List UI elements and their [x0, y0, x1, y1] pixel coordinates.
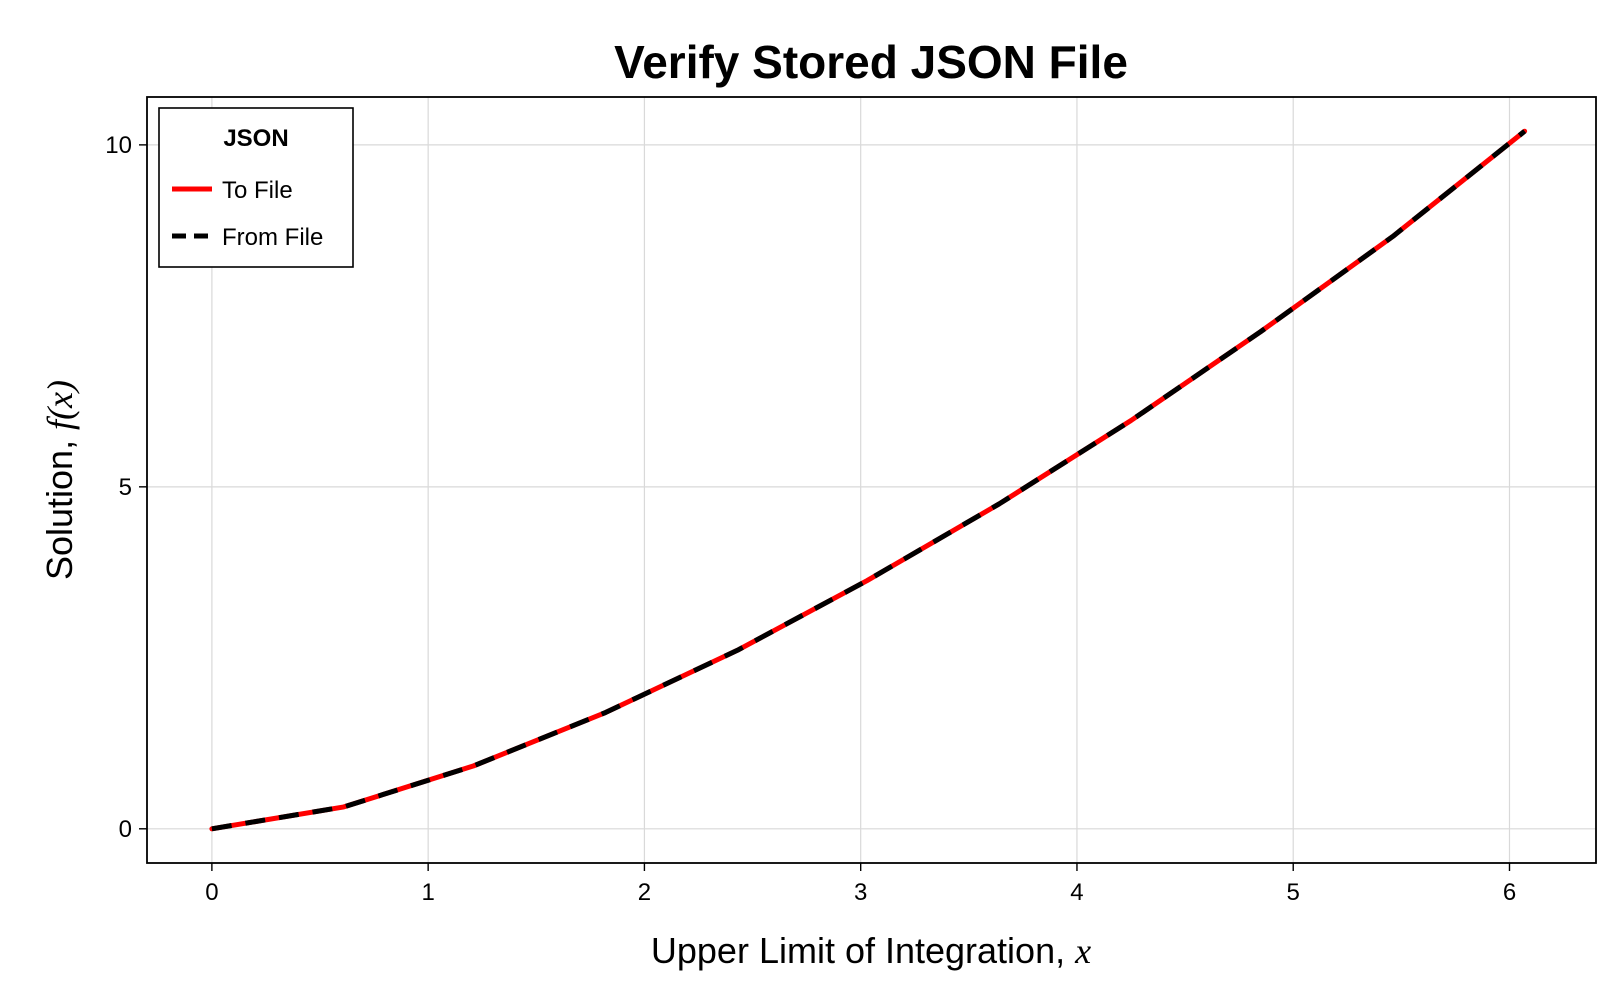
y-axis-label-text: Solution,: [39, 430, 80, 580]
legend-label-to-file: To File: [222, 177, 293, 204]
plot-frame: [146, 96, 1597, 864]
y-tick-label-10: 10: [105, 132, 132, 159]
grid: [147, 97, 1596, 863]
y-tick-label-5: 5: [119, 474, 132, 501]
x-axis-label-text: Upper Limit of Integration,: [651, 930, 1075, 971]
legend-title: JSON: [223, 125, 288, 152]
legend: JSON To File From File: [158, 107, 354, 268]
chart-title: Verify Stored JSON File: [614, 36, 1128, 88]
y-axis-label: Solution, f(x): [39, 380, 80, 580]
legend-label-from-file: From File: [222, 224, 323, 251]
series-layer: [209, 128, 1528, 832]
x-tick-label-0: 0: [205, 879, 218, 906]
x-axis-label-math: x: [1074, 931, 1091, 971]
x-tick-label-2: 2: [638, 879, 651, 906]
series-line-from-file: [211, 129, 1527, 832]
x-axis-label: Upper Limit of Integration, x: [651, 930, 1091, 971]
x-tick-label-3: 3: [854, 879, 867, 906]
x-tick-label-1: 1: [421, 879, 434, 906]
y-tick-label-0: 0: [119, 816, 132, 843]
y-axis-label-math: f(x): [40, 380, 80, 430]
x-tick-label-6: 6: [1503, 879, 1516, 906]
ticks: 0 1 2 3 4 5 6 0 5 10: [105, 132, 1516, 906]
x-tick-label-4: 4: [1070, 879, 1083, 906]
series-line-to-file: [209, 128, 1528, 832]
x-tick-label-5: 5: [1287, 879, 1300, 906]
